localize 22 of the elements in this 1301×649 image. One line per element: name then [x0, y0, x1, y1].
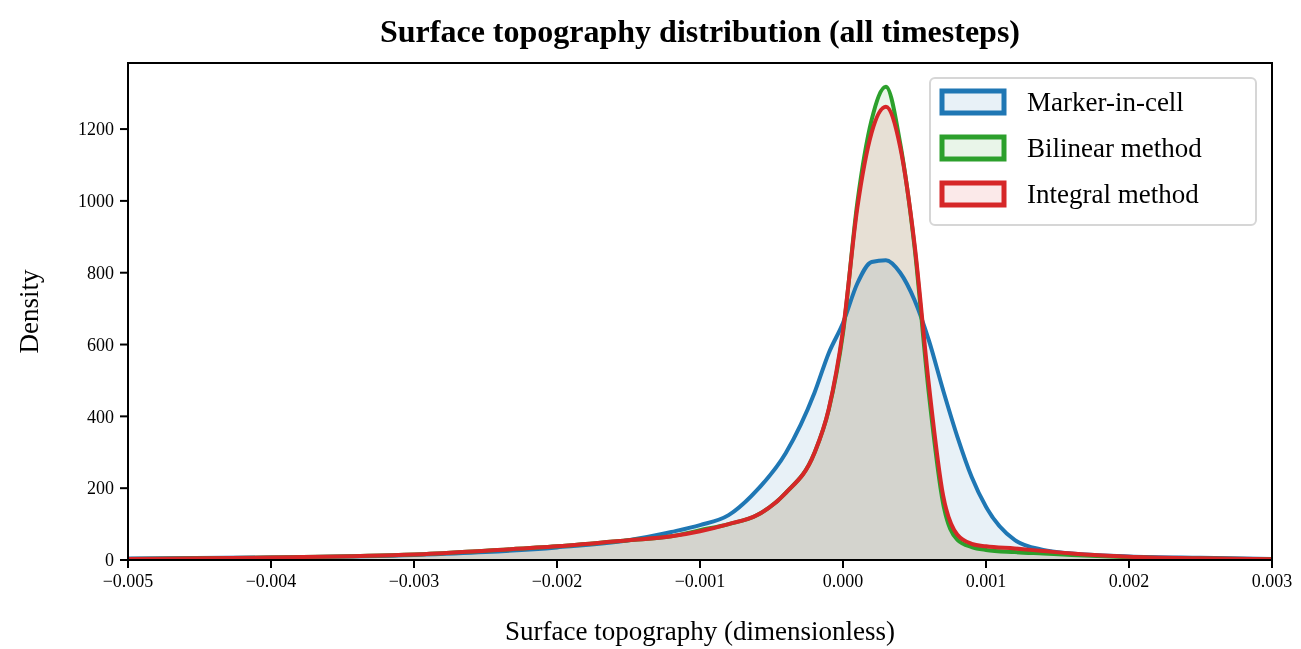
- x-tick-label: −0.001: [674, 571, 726, 591]
- y-tick-label: 600: [87, 334, 114, 355]
- legend-label: Integral method: [1027, 179, 1200, 210]
- x-tick-label: −0.005: [102, 571, 154, 591]
- y-tick-label: 400: [87, 406, 114, 427]
- chart-title: Surface topography distribution (all timesteps): [380, 13, 1020, 49]
- x-tick-label: −0.004: [245, 571, 297, 591]
- x-axis-title: Surface topography (dimensionless): [505, 616, 895, 646]
- y-tick-label: 1200: [78, 119, 114, 140]
- x-tick-label: −0.002: [531, 571, 583, 591]
- y-axis-title: Density: [14, 269, 44, 354]
- x-tick-label: 0.001: [965, 571, 1007, 591]
- x-tick-label: −0.003: [388, 571, 440, 591]
- legend-label: Bilinear method: [1027, 133, 1203, 164]
- y-tick-label: 0: [105, 550, 114, 571]
- x-tick-label: 0.003: [1251, 571, 1293, 591]
- x-tick-label: 0.002: [1108, 571, 1150, 591]
- legend-label: Marker-in-cell: [1027, 87, 1184, 118]
- y-tick-label: 1000: [78, 191, 114, 212]
- y-tick-label: 200: [87, 478, 114, 499]
- x-tick-label: 0.000: [822, 571, 864, 591]
- y-tick-label: 800: [87, 263, 114, 284]
